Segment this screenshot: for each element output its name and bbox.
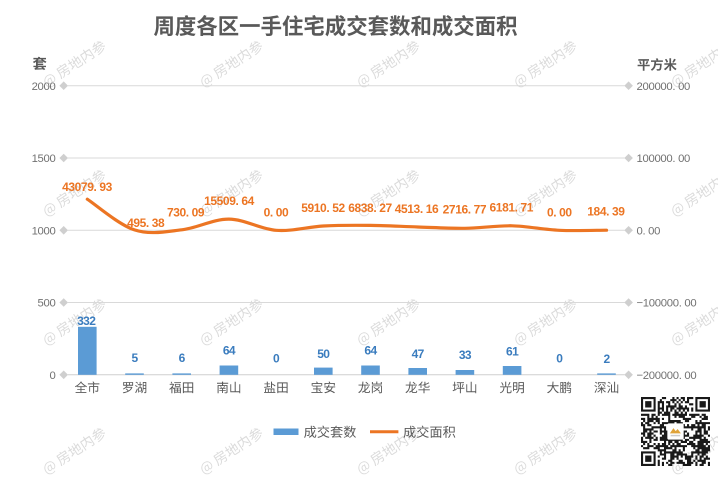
svg-text:43079. 93: 43079. 93	[62, 180, 113, 194]
svg-text:100000. 00: 100000. 00	[637, 153, 691, 165]
svg-text:184. 39: 184. 39	[587, 204, 625, 218]
svg-text:1000: 1000	[32, 225, 56, 237]
svg-text:2: 2	[603, 352, 610, 366]
svg-text:6838. 27: 6838. 27	[348, 201, 392, 215]
svg-text:64: 64	[223, 344, 236, 358]
svg-text:47: 47	[412, 347, 425, 361]
svg-text:4513. 16: 4513. 16	[395, 202, 439, 216]
svg-text:2716. 77: 2716. 77	[443, 203, 487, 217]
svg-text:0: 0	[556, 351, 563, 365]
svg-text:61: 61	[506, 344, 519, 358]
svg-text:5: 5	[131, 351, 138, 365]
svg-text:−100000. 00: −100000. 00	[637, 298, 697, 310]
svg-text:200000. 00: 200000. 00	[637, 81, 691, 93]
svg-text:2000: 2000	[32, 81, 56, 93]
svg-text:6181. 71: 6181. 71	[490, 201, 534, 215]
svg-text:0: 0	[50, 370, 56, 382]
svg-text:50: 50	[317, 347, 330, 361]
svg-text:0. 00: 0. 00	[637, 225, 661, 237]
svg-text:0. 00: 0. 00	[547, 206, 572, 220]
svg-text:33: 33	[459, 348, 472, 362]
svg-text:15509. 64: 15509. 64	[204, 194, 255, 208]
svg-text:730. 09: 730. 09	[167, 206, 205, 220]
svg-text:0. 00: 0. 00	[264, 206, 289, 220]
svg-text:6: 6	[179, 351, 186, 365]
svg-text:1500: 1500	[32, 153, 56, 165]
svg-text:495. 38: 495. 38	[127, 216, 165, 230]
svg-text:0: 0	[273, 351, 280, 365]
svg-text:64: 64	[364, 344, 377, 358]
svg-text:332: 332	[77, 314, 96, 328]
svg-text:5910. 52: 5910. 52	[301, 201, 345, 215]
svg-text:−200000. 00: −200000. 00	[637, 370, 697, 382]
svg-text:500: 500	[38, 298, 56, 310]
